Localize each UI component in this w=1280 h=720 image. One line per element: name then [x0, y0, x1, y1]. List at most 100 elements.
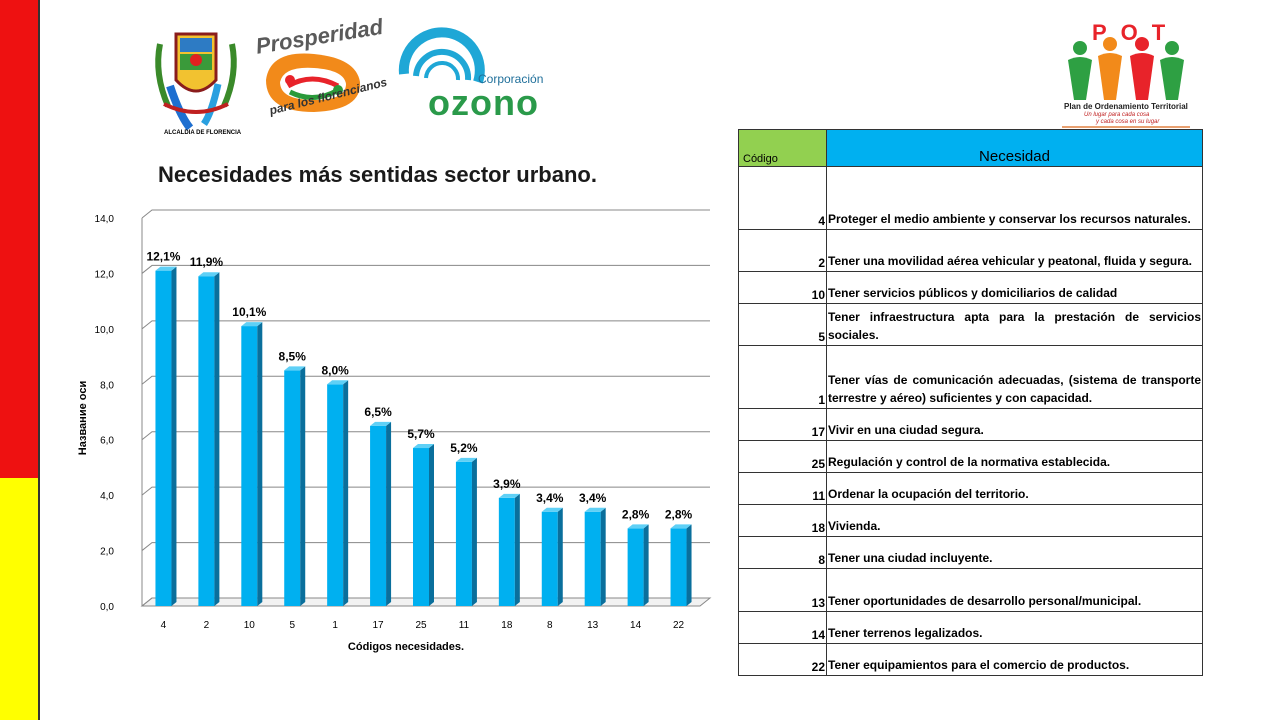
x-tick-label: 11 [459, 620, 470, 631]
bar [670, 524, 692, 606]
row-need: Tener terrenos legalizados. [826, 611, 1203, 644]
row-code: 25 [738, 440, 827, 473]
row-code: 11 [738, 472, 827, 505]
x-tick-label: 14 [630, 620, 642, 631]
x-tick-label: 10 [244, 620, 256, 631]
row-need: Vivienda. [826, 504, 1203, 537]
row-need: Vivir en una ciudad segura. [826, 408, 1203, 441]
table-header-row: Código Necesidad [738, 129, 1203, 167]
gridline [141, 486, 710, 496]
table-row: 1 Tener vías de comunicación adecuadas, … [738, 345, 1203, 409]
alcaldia-caption: ALCALDIA DE FLORENCIA [164, 130, 242, 136]
row-need: Ordenar la ocupación del territorio. [826, 472, 1203, 505]
bar-front [241, 326, 258, 606]
data-label: 8,5% [279, 349, 307, 363]
y-tick-label: 10,0 [95, 325, 115, 336]
bar-side [557, 507, 563, 606]
bar-top [498, 493, 520, 498]
data-label: 6,5% [364, 405, 392, 419]
pot-logo: POT Plan de Ordenamiento Territorial Un … [1062, 20, 1192, 128]
row-need: Tener una movilidad aérea vehicular y pe… [826, 229, 1203, 272]
y-tick-label: 6,0 [100, 436, 114, 447]
bar-front [370, 425, 387, 606]
bar-front [327, 384, 344, 606]
table-row: 2 Tener una movilidad aérea vehicular y … [738, 229, 1203, 272]
row-need: Tener oportunidades de desarrollo person… [826, 568, 1203, 612]
chart-bars [155, 266, 692, 606]
row-need: Tener vías de comunicación adecuadas, (s… [826, 345, 1203, 409]
prosperidad-swirl-icon [266, 53, 361, 112]
x-tick-label: 22 [673, 620, 685, 631]
band-separator [38, 0, 40, 720]
y-tick-label: 8,0 [100, 380, 114, 391]
bar-front [455, 461, 472, 606]
gridline [141, 209, 710, 219]
bar-front [627, 528, 644, 606]
bar-top [198, 272, 220, 277]
bar-side [300, 366, 306, 606]
gridline [141, 264, 710, 274]
row-code: 14 [738, 611, 827, 644]
bar-top [541, 507, 563, 512]
bar-top [413, 444, 434, 449]
row-code: 17 [738, 408, 827, 441]
bar-side [386, 421, 392, 606]
row-code: 2 [738, 229, 827, 272]
table-row: 17 Vivir en una ciudad segura. [738, 408, 1203, 441]
bar [198, 272, 220, 606]
bar-top [627, 524, 649, 529]
x-tick-label: 4 [161, 620, 167, 631]
row-code: 10 [738, 271, 827, 304]
y-tick-label: 2,0 [100, 547, 114, 558]
bar-top [584, 507, 606, 512]
bar-front [284, 370, 301, 606]
row-code: 13 [738, 568, 827, 612]
gridline [141, 542, 710, 551]
chart-labels: 12,1% 11,9% 10,1% 8,5% 8,0% 6,5% 5,7% 5,2% 3,9% 3… [146, 250, 692, 522]
data-label: 12,1% [146, 250, 180, 264]
row-code: 18 [738, 504, 827, 537]
data-label: 3,4% [579, 491, 607, 505]
chart-title: Necesidades más sentidas sector urbano. [158, 162, 597, 187]
y-tick-label: 14,0 [95, 214, 115, 225]
bar-top [155, 266, 177, 271]
bar [498, 493, 520, 606]
row-code: 5 [738, 303, 827, 346]
bar-side [686, 524, 692, 606]
bar-side [343, 380, 349, 606]
bar-side [171, 266, 177, 606]
bar-side [600, 507, 606, 606]
pot-tagline-2: y cada cosa en su lugar [1096, 119, 1160, 125]
bar [155, 266, 177, 606]
table-row: 18 Vivienda. [738, 504, 1203, 537]
bar [413, 444, 434, 606]
row-need: Tener una ciudad incluyente. [826, 536, 1203, 569]
data-label: 3,9% [493, 477, 521, 491]
x-tick-label: 1 [332, 620, 338, 631]
ozono-small-text: Corporación [478, 72, 544, 86]
bar [327, 380, 349, 606]
bar [370, 421, 392, 606]
bar-top [370, 421, 392, 426]
table-row: 8 Tener una ciudad incluyente. [738, 536, 1203, 569]
bar-front [584, 511, 601, 606]
pot-letters: POT [1092, 20, 1180, 45]
ozono-logo: Corporación ozono [392, 24, 544, 123]
x-tick-label: 5 [289, 620, 295, 631]
table-row: 14 Tener terrenos legalizados. [738, 611, 1203, 644]
bar-side [429, 444, 434, 606]
gridline [141, 375, 710, 385]
table-row: 25 Regulación y control de la normativa … [738, 440, 1203, 473]
left-yellow-band [0, 478, 38, 720]
bar [241, 322, 263, 606]
row-code: 22 [738, 643, 827, 676]
bar-top [455, 457, 477, 462]
table-row: 5 Tener infraestructura apta para la pre… [738, 303, 1203, 346]
table-row: 10 Tener servicios públicos y domiciliar… [738, 271, 1203, 304]
y-tick-label: 0,0 [100, 602, 114, 613]
bar-front [413, 448, 429, 606]
row-code: 4 [738, 166, 827, 230]
row-need: Regulación y control de la normativa est… [826, 440, 1203, 473]
table-row: 13 Tener oportunidades de desarrollo per… [738, 568, 1203, 612]
left-red-band [0, 0, 38, 478]
